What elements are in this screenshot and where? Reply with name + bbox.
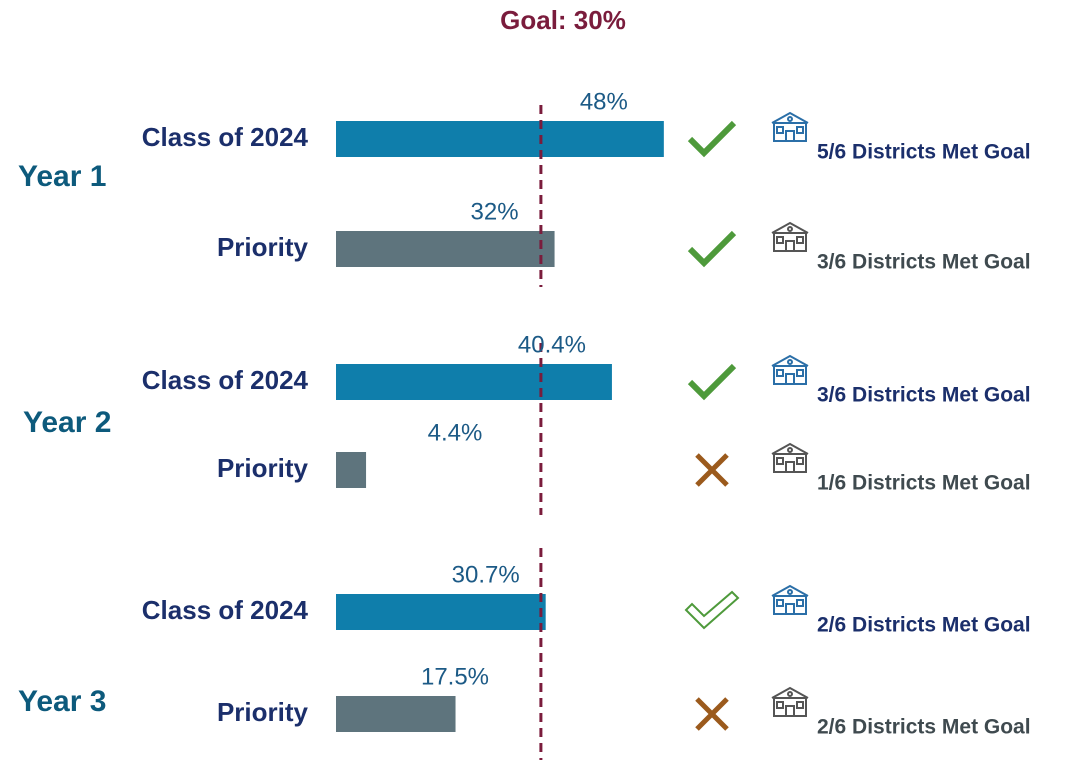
group-label: Year 1 (18, 160, 106, 193)
building-win (796, 126, 804, 134)
building-icon (771, 111, 809, 142)
value-label: 4.4% (428, 419, 483, 446)
building-door (785, 130, 795, 142)
group-label: Year 2 (23, 406, 111, 439)
note: 3/6 Districts Met Goal (817, 251, 1031, 274)
category-label: Class of 2024 (142, 365, 309, 395)
category-label: Priority (217, 697, 309, 727)
category-label: Priority (217, 232, 309, 262)
category-label: Class of 2024 (142, 122, 309, 152)
building-win (776, 369, 784, 377)
building-door (785, 603, 795, 615)
building-roof (771, 686, 809, 699)
note: 3/6 Districts Met Goal (817, 384, 1031, 407)
check-outline-icon (684, 590, 740, 630)
note: 2/6 Districts Met Goal (817, 716, 1031, 739)
building-win (776, 599, 784, 607)
building-door (785, 373, 795, 385)
value-label: 32% (471, 198, 519, 225)
note: 1/6 Districts Met Goal (817, 472, 1031, 495)
check-icon (687, 363, 737, 401)
value-label: 48% (580, 88, 628, 115)
building-clock (787, 447, 793, 453)
building-win (796, 599, 804, 607)
building-clock (787, 116, 793, 122)
building-roof (771, 442, 809, 455)
cross-icon (695, 453, 729, 487)
building-clock (787, 589, 793, 595)
building-roof (771, 354, 809, 367)
value-label: 40.4% (518, 331, 586, 358)
building-win (796, 457, 804, 465)
value-label: 30.7% (452, 561, 520, 588)
bar (336, 452, 367, 488)
building-icon (771, 584, 809, 615)
building-win (776, 236, 784, 244)
value-label: 17.5% (421, 663, 489, 690)
building-roof (771, 221, 809, 234)
bar (336, 231, 555, 267)
building-icon (771, 354, 809, 385)
category-label: Priority (217, 453, 309, 483)
cross-icon (695, 697, 729, 731)
note: 5/6 Districts Met Goal (817, 141, 1031, 164)
building-win (796, 236, 804, 244)
building-win (776, 126, 784, 134)
building-icon (771, 442, 809, 473)
building-clock (787, 226, 793, 232)
building-win (796, 701, 804, 709)
building-roof (771, 584, 809, 597)
bar (336, 696, 456, 732)
bar (336, 364, 612, 400)
bar (336, 121, 664, 157)
building-win (796, 369, 804, 377)
building-icon (771, 686, 809, 717)
check-icon (687, 230, 737, 268)
category-label: Class of 2024 (142, 595, 309, 625)
building-win (776, 701, 784, 709)
building-clock (787, 359, 793, 365)
building-door (785, 240, 795, 252)
building-roof (771, 111, 809, 124)
building-door (785, 705, 795, 717)
building-clock (787, 691, 793, 697)
building-door (785, 461, 795, 473)
group-label: Year 3 (18, 685, 106, 718)
chart-title: Goal: 30% (500, 5, 626, 35)
building-win (776, 457, 784, 465)
check-icon (687, 120, 737, 158)
note: 2/6 Districts Met Goal (817, 614, 1031, 637)
building-icon (771, 221, 809, 252)
bar (336, 594, 546, 630)
